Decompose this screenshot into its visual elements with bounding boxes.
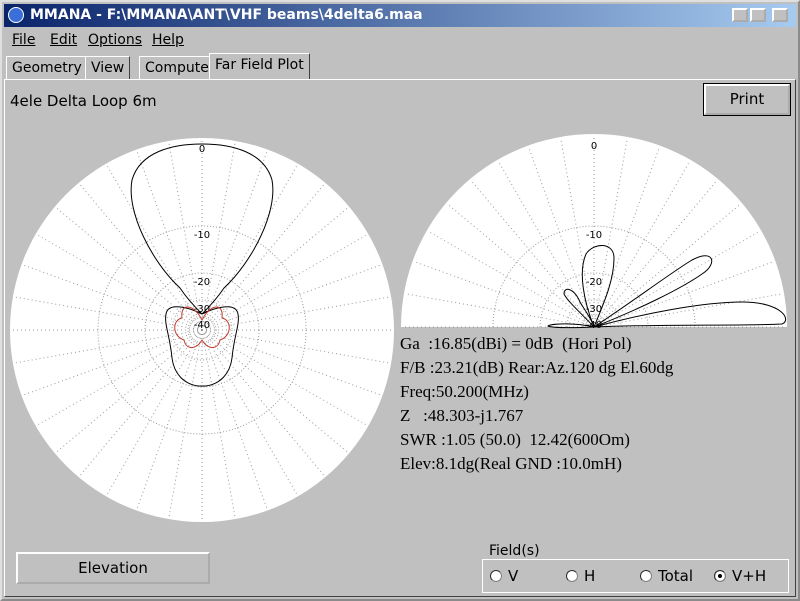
tab[interactable]: View [85, 56, 131, 80]
elevation-plot: 0-10-20-30-40 [401, 134, 787, 331]
info-line: F/B :23.21(dB) Rear:Az.120 dg El.60dg [400, 358, 674, 377]
radio-button[interactable] [640, 570, 652, 582]
info-line: Elev:8.1dg(Real GND :10.0mH) [400, 454, 622, 473]
ring-label: -30 [194, 304, 210, 315]
menu-item[interactable]: Edit [50, 32, 78, 48]
minimize-button[interactable] [732, 8, 748, 22]
radio-button[interactable] [490, 570, 502, 582]
radio-label[interactable]: V [508, 567, 519, 585]
menu-item[interactable]: Help [152, 32, 184, 48]
tab[interactable]: Far Field Plot [209, 53, 310, 79]
ring-label: -10 [194, 230, 210, 241]
info-line: Freq:50.200(MHz) [400, 382, 529, 401]
ring [566, 299, 622, 328]
close-button[interactable] [772, 8, 788, 22]
pattern-vert [174, 306, 230, 348]
window-title: MMANA - F:\MMANA\ANT\VHF beams\4delta6.m… [30, 7, 423, 23]
ring [144, 272, 260, 388]
radio-label[interactable]: V+H [732, 567, 767, 585]
ring-label: -10 [586, 230, 602, 241]
ring [539, 272, 649, 328]
elevation-button[interactable]: Elevation [16, 552, 210, 584]
field-group [482, 559, 789, 593]
pattern-hori [130, 143, 274, 387]
ring-label: -40 [194, 320, 210, 331]
radio-button[interactable] [566, 570, 578, 582]
info-text: Ga :16.85(dBi) = 0dB (Hori Pol) F/B :23.2… [400, 332, 673, 476]
ring-label: 0 [199, 144, 205, 155]
tab[interactable]: Geometry [6, 56, 88, 80]
radio-label[interactable]: Total [658, 567, 694, 585]
ring-label: -20 [194, 277, 210, 288]
maximize-button[interactable] [750, 8, 766, 22]
ring [171, 299, 233, 361]
info-line: Ga :16.85(dBi) = 0dB (Hori Pol) [400, 334, 632, 353]
info-line: Z :48.303-j1.767 [400, 406, 524, 425]
plot-title: 4ele Delta Loop 6m [10, 92, 157, 110]
ring-label: 0 [591, 141, 597, 152]
ring [187, 315, 217, 345]
radio-button[interactable] [714, 570, 726, 582]
print-button[interactable]: Print [703, 83, 791, 116]
app-icon [8, 7, 24, 23]
ring-label: -30 [586, 304, 602, 315]
azimuth-plot: 0 -10 -20 -30 -40 [10, 138, 394, 522]
field-group-label: Field(s) [487, 543, 542, 559]
menu-item[interactable]: Options [88, 32, 143, 48]
radio-label[interactable]: H [584, 567, 596, 585]
title-bar: MMANA - F:\MMANA\ANT\VHF beams\4delta6.m… [4, 4, 796, 27]
info-line: SWR :1.05 (50.0) 12.42(600Om) [400, 430, 630, 449]
ring-label: -20 [586, 277, 602, 288]
ring [97, 225, 307, 435]
tab-panel [4, 79, 796, 597]
menu-item[interactable]: File [12, 32, 36, 48]
pattern-hori [547, 245, 787, 329]
